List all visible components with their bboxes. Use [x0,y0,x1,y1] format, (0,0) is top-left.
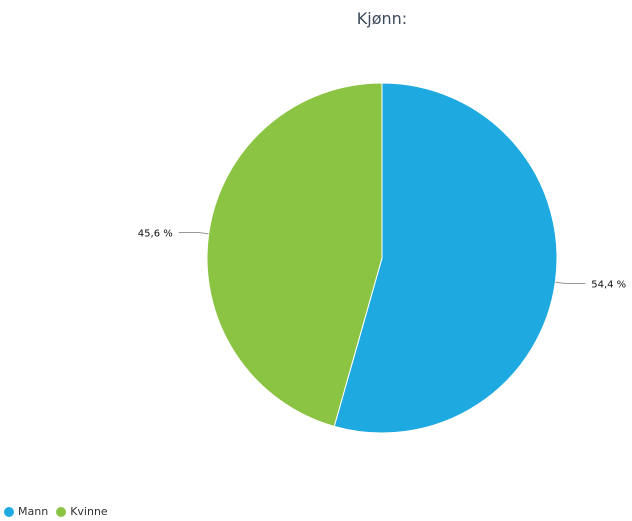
data-label-kvinne: 45,6 % [138,229,173,240]
legend: Mann Kvinne [4,505,108,518]
legend-swatch-kvinne [56,506,67,517]
legend-label-mann: Mann [18,505,49,518]
legend-item-mann[interactable]: Mann [4,505,48,518]
legend-label-kvinne: Kvinne [70,505,108,518]
pie-slice-mann[interactable] [333,82,558,434]
label-connector-kvinne [178,232,209,235]
pie-slices [206,82,558,434]
label-connector-mann [555,281,586,284]
legend-item-kvinne[interactable]: Kvinne [56,505,108,518]
chart-title: Kjønn: [357,9,407,28]
pie-labels: 54,4 % 45,6 % [138,229,626,291]
data-label-mann: 54,4 % [591,279,626,290]
legend-swatch-mann [4,506,14,517]
